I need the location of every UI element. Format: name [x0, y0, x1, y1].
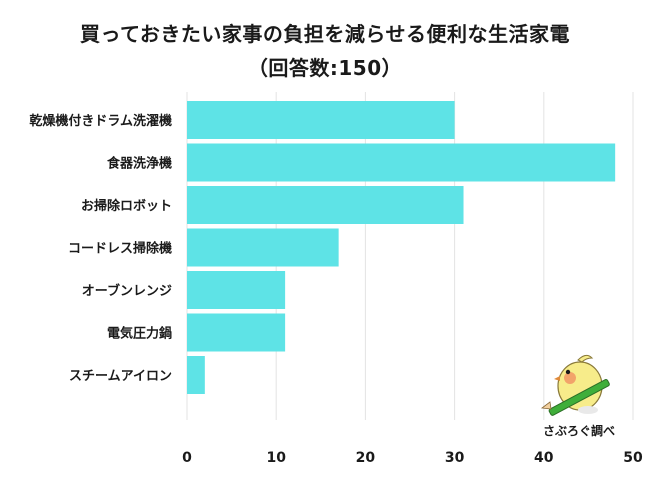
bar [187, 356, 205, 394]
bar [187, 143, 616, 182]
category-label: コードレス掃除機 [68, 241, 172, 257]
category-label: お掃除ロボット [81, 198, 172, 214]
bar [187, 228, 339, 267]
credit-label: さぶろぐ調べ [543, 423, 615, 438]
bar [187, 186, 464, 224]
category-label: オーブンレンジ [82, 283, 172, 299]
x-tick-label: 50 [623, 450, 643, 466]
bird-with-pencil-icon [540, 354, 610, 416]
x-tick-label: 20 [356, 450, 376, 466]
x-tick-labels: 0 10 20 30 40 50 [182, 450, 643, 466]
x-tick-label: 0 [182, 450, 192, 466]
category-labels: 乾燥機付きドラム洗濯機食器洗浄機お掃除ロボットコードレス掃除機オーブンレンジ電気… [29, 113, 172, 384]
x-tick-label: 40 [534, 450, 554, 466]
category-label: 電気圧力鍋 [107, 326, 172, 342]
category-label: スチームアイロン [69, 369, 172, 384]
category-label: 食器洗浄機 [107, 156, 172, 172]
chart-subtitle: （回答数:150） [247, 56, 403, 80]
bar [187, 271, 286, 309]
x-tick-label: 30 [445, 450, 465, 466]
chart-title: 買っておきたい家事の負担を減らせる便利な生活家電 [80, 22, 570, 46]
category-label: 乾燥機付きドラム洗濯機 [29, 113, 172, 129]
bar [187, 101, 455, 139]
bar [187, 313, 286, 352]
bars [187, 101, 616, 394]
x-tick-label: 10 [266, 450, 286, 466]
